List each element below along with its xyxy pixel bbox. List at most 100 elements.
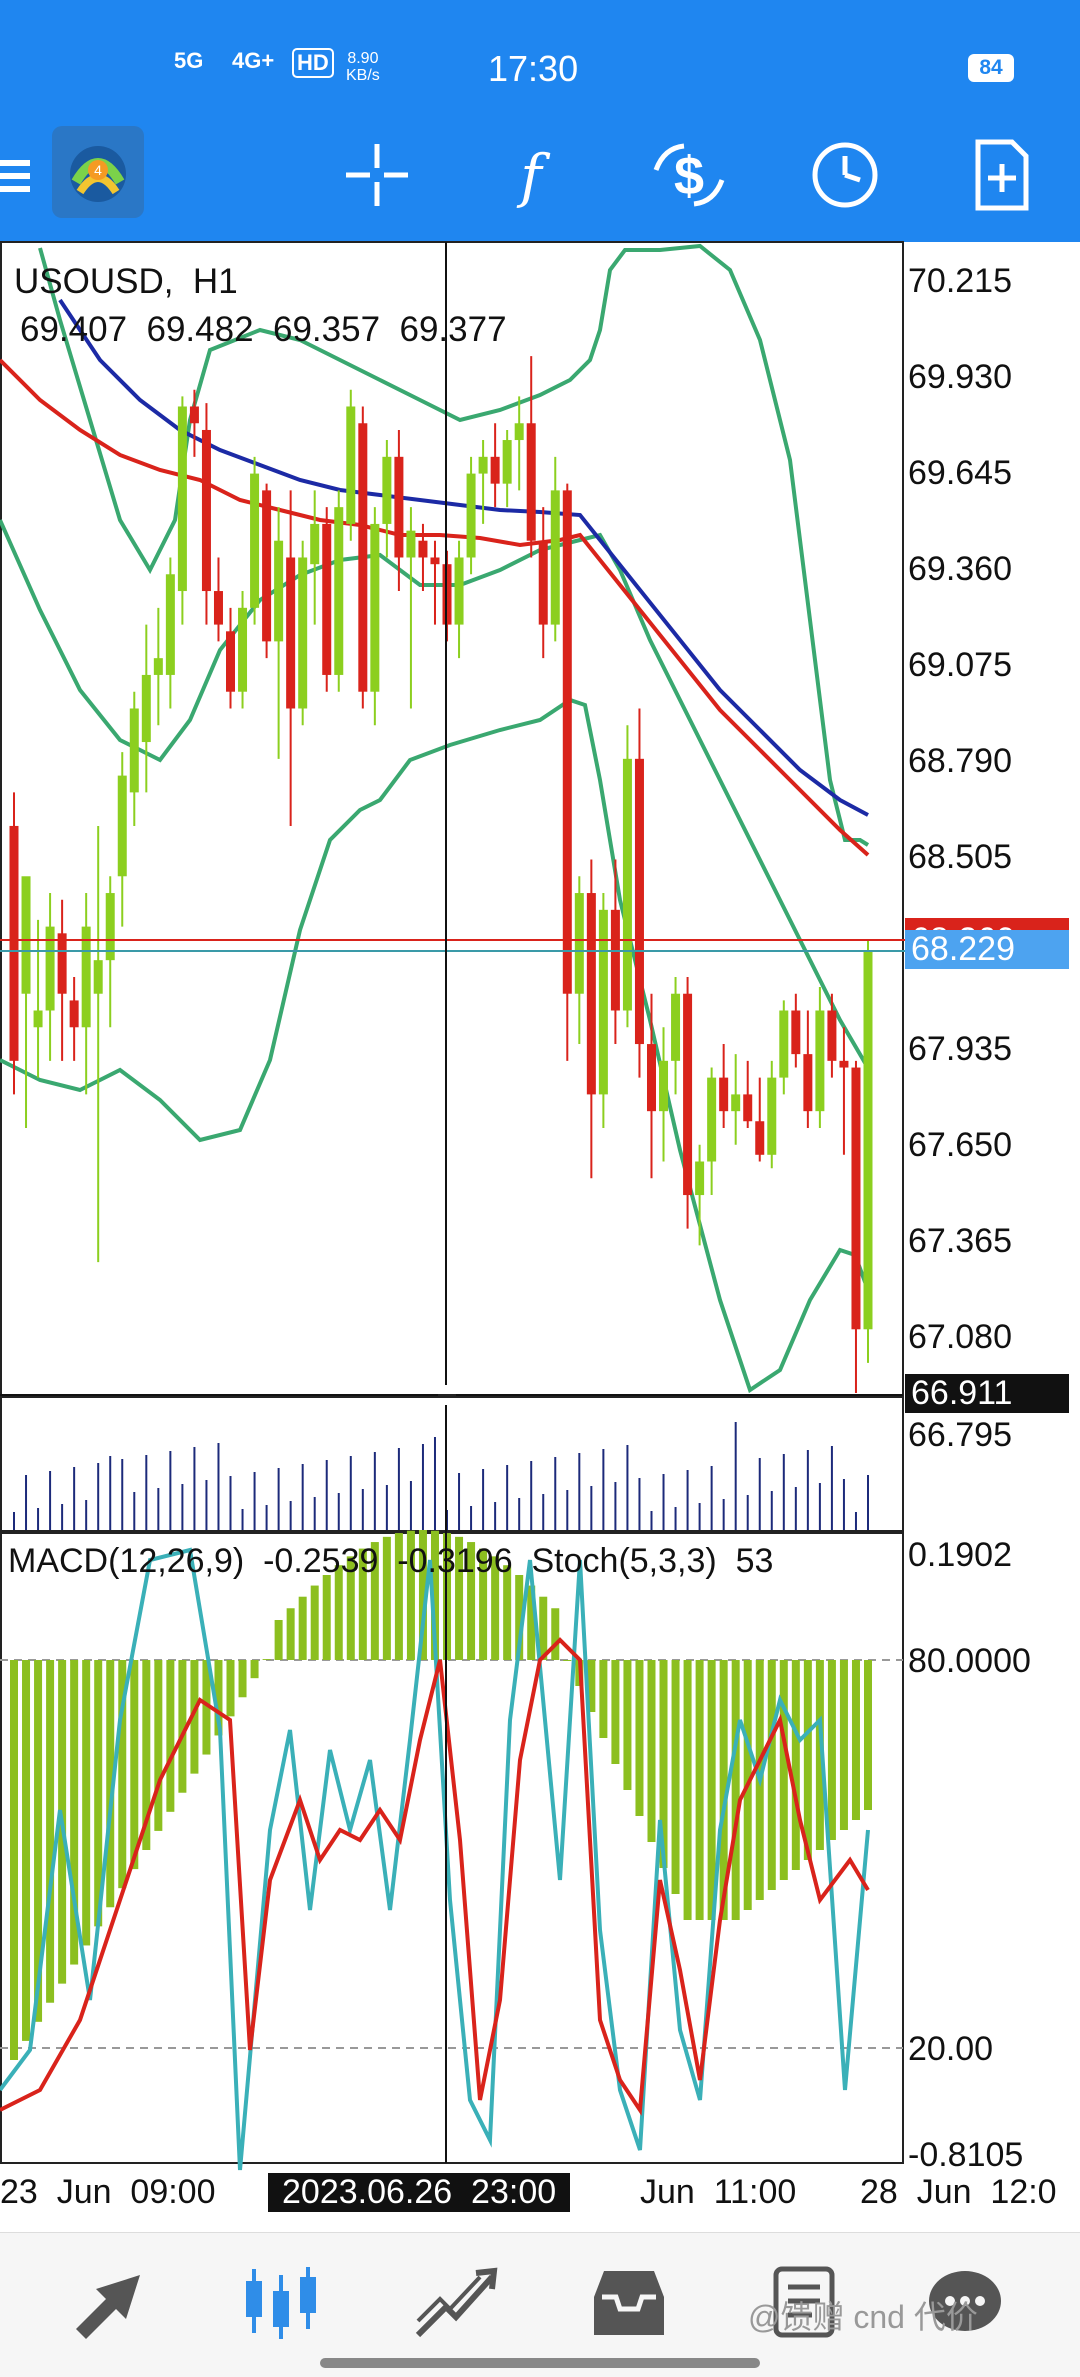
candle-body bbox=[827, 1010, 837, 1061]
network-speed-unit: KB/s bbox=[346, 67, 380, 84]
function-icon[interactable]: f bbox=[486, 130, 576, 220]
macd-bar bbox=[623, 1660, 632, 1790]
macd-bar bbox=[190, 1660, 199, 1774]
moving-average-red bbox=[0, 358, 870, 857]
candle-body bbox=[262, 490, 272, 642]
candle-body bbox=[478, 456, 488, 474]
candle-body bbox=[129, 708, 139, 793]
macd-bar bbox=[791, 1660, 800, 1870]
candle-body bbox=[322, 523, 332, 675]
candle-body bbox=[406, 530, 416, 558]
candle-body bbox=[382, 456, 392, 524]
macd-bar bbox=[238, 1660, 247, 1698]
candle-body bbox=[719, 1077, 729, 1112]
macd-bar bbox=[130, 1660, 139, 1870]
macd-bar bbox=[479, 1548, 488, 1660]
candle-body bbox=[117, 775, 127, 877]
macd-bar bbox=[106, 1660, 115, 1908]
macd-bar bbox=[94, 1660, 103, 1927]
stochastic-main-line bbox=[0, 1547, 870, 2171]
price-tick: 67.365 bbox=[908, 1222, 1012, 1260]
candlesticks bbox=[9, 356, 873, 1394]
menu-icon[interactable] bbox=[0, 130, 40, 220]
candle-body bbox=[430, 557, 440, 565]
macd-bar bbox=[22, 1660, 31, 2041]
macd-bar bbox=[334, 1565, 343, 1660]
macd-bar bbox=[430, 1530, 439, 1660]
macd-bar bbox=[70, 1660, 79, 1965]
chart-symbol: USOUSD, H1 bbox=[14, 262, 238, 301]
macd-bar bbox=[851, 1660, 860, 1820]
trade-nav-icon[interactable] bbox=[410, 2263, 500, 2343]
candle-body bbox=[334, 507, 344, 675]
candle-body bbox=[562, 490, 572, 994]
macd-bar bbox=[286, 1608, 295, 1660]
indicator-tick: 80.0000 bbox=[908, 1642, 1031, 1680]
candle-body bbox=[105, 893, 115, 961]
crosshair-icon[interactable] bbox=[332, 130, 422, 220]
quotes-icon[interactable] bbox=[66, 2263, 156, 2343]
moving-average-blue bbox=[58, 298, 869, 817]
time-axis-left: 23 Jun 09:00 bbox=[0, 2173, 216, 2211]
trade-icon[interactable]: $ bbox=[644, 130, 734, 220]
candle-body bbox=[659, 1060, 669, 1112]
chart-icon[interactable] bbox=[236, 2263, 326, 2343]
candle-body bbox=[310, 523, 320, 565]
watermark: @馈赠 cnd 代价 bbox=[748, 2299, 978, 2335]
history-icon[interactable] bbox=[584, 2263, 674, 2343]
network-speed: 8.90 KB/s bbox=[346, 50, 380, 84]
candle-body bbox=[93, 960, 103, 994]
time-axis-mid: Jun 11:00 bbox=[640, 2173, 797, 2211]
candle-body bbox=[851, 1067, 861, 1330]
svg-text:$: $ bbox=[674, 146, 704, 206]
battery-indicator: 84 bbox=[968, 54, 1014, 82]
candle-body bbox=[767, 1077, 777, 1155]
candle-body bbox=[286, 557, 296, 709]
indicator-panel-frame bbox=[0, 1532, 904, 2164]
candle-body bbox=[839, 1060, 849, 1068]
price-tick: 67.650 bbox=[908, 1126, 1012, 1164]
svg-text:4: 4 bbox=[94, 162, 102, 178]
price-tick: 67.080 bbox=[908, 1318, 1012, 1356]
macd-bar bbox=[250, 1660, 259, 1679]
candle-body bbox=[586, 893, 596, 1095]
macd-bar bbox=[82, 1660, 91, 1946]
candle-body bbox=[695, 1161, 705, 1196]
macd-bar bbox=[539, 1596, 548, 1660]
macd-bar bbox=[178, 1660, 187, 1793]
price-chart[interactable] bbox=[0, 0, 1080, 2232]
candle-body bbox=[358, 423, 368, 692]
macd-bar bbox=[394, 1533, 403, 1660]
candle-body bbox=[213, 591, 223, 625]
candle-body bbox=[370, 523, 380, 692]
app-logo[interactable]: 4 bbox=[50, 124, 146, 220]
macd-bar bbox=[455, 1536, 464, 1660]
bottom-navigation bbox=[0, 2232, 1080, 2377]
time-axis-cursor: 2023.06.26 23:00 bbox=[268, 2173, 571, 2212]
candle-body bbox=[238, 607, 248, 692]
bid-price-label: 68.229 bbox=[905, 930, 1069, 969]
home-indicator[interactable] bbox=[320, 2358, 760, 2368]
clock: 17:30 bbox=[488, 48, 579, 89]
macd-bar bbox=[346, 1556, 355, 1660]
status-bar: 5G 4G+ HD 8.90 KB/s 17:30 84 bbox=[0, 0, 1080, 112]
macd-bar bbox=[527, 1585, 536, 1660]
candle-body bbox=[815, 1010, 825, 1112]
new-document-icon[interactable] bbox=[956, 130, 1046, 220]
price-tick: 69.075 bbox=[908, 646, 1012, 684]
candle-body bbox=[418, 540, 428, 558]
candle-body bbox=[201, 429, 211, 592]
candle-body bbox=[514, 423, 524, 441]
toolbar: 4 f $ bbox=[0, 112, 1080, 242]
chat-icon[interactable] bbox=[920, 2263, 1010, 2343]
candle-body bbox=[634, 758, 644, 1045]
news-icon[interactable] bbox=[756, 2263, 846, 2343]
candle-body bbox=[683, 993, 693, 1196]
candle-body bbox=[707, 1077, 717, 1162]
network-5g-indicator: 5G bbox=[174, 48, 204, 73]
macd-bar bbox=[491, 1556, 500, 1660]
time-axis-right: 28 Jun 12:0 bbox=[860, 2173, 1057, 2211]
clock-icon[interactable] bbox=[800, 130, 890, 220]
macd-bar bbox=[635, 1660, 644, 1816]
macd-bar bbox=[310, 1585, 319, 1660]
